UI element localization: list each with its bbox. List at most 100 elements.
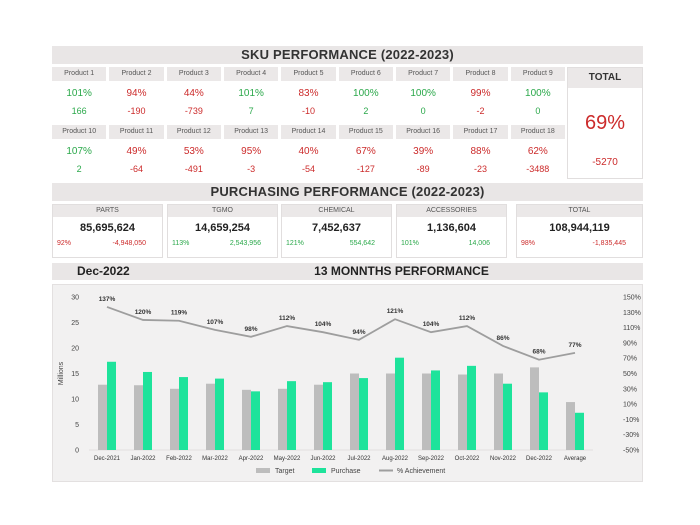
sku-total-label: TOTAL [568,68,642,88]
x-tick-label: Dec-2021 [94,456,121,462]
sku-product-name: Product 6 [338,67,393,81]
sku-product-name: Product 9 [510,67,565,81]
purchasing-category-card: PARTS 85,695,624 92% -4,948,050 [52,204,163,258]
purchase-bar [503,383,512,450]
sku-difference: -190 [127,106,146,116]
sku-achievement-pct: 67% [355,146,376,157]
target-bar [458,374,467,450]
sku-card: Product 10 107% 2 [52,125,107,179]
sku-achievement-pct: 100% [410,88,436,99]
purchase-bar [251,391,260,450]
purchasing-difference: 2,543,956 [229,240,261,247]
sku-card: Product 9 100% 0 [510,67,565,121]
sku-achievement-pct: 49% [126,146,147,157]
sku-card: Product 5 83% -10 [281,67,336,121]
y-tick-label: 30 [71,295,79,302]
sku-difference: -10 [301,106,315,116]
sku-card: Product 15 67% -127 [338,125,393,179]
y2-tick-label: 150% [623,295,641,302]
sku-grid: Product 1 101% 166 Product 2 94% -190 Product … [52,67,565,179]
sku-difference: -64 [129,164,143,174]
sku-card: Product 18 62% -3488 [510,125,565,179]
sku-card: Product 3 44% -739 [166,67,221,121]
sku-achievement-pct: 95% [241,146,262,157]
x-tick-label: Mar-2022 [202,456,228,462]
x-tick-label: Jul-2022 [347,456,371,462]
achievement-line [106,306,576,361]
purchasing-achievement-pct: 101% [401,240,419,247]
sku-card: Product 2 94% -190 [109,67,164,121]
purchase-bar [179,377,188,450]
target-bar [278,388,287,450]
purchase-bar [575,412,584,450]
y2-tick-label: 30% [623,386,637,393]
y2-tick-label: 70% [623,356,637,363]
achievement-data-label: 137% [99,296,116,303]
x-tick-label: Average [564,456,587,462]
sku-achievement-pct: 62% [527,146,548,157]
x-tick-label: Nov-2022 [490,456,517,462]
sku-achievement-pct: 101% [238,88,264,99]
sku-product-name: Product 2 [109,67,164,81]
purchasing-value: 85,695,624 [79,222,136,234]
x-tick-label: Jan-2022 [130,456,156,462]
legend-swatch-target [256,468,270,473]
purchasing-category-label: TGMO [168,205,277,217]
purchasing-total-card: TOTAL 108,944,119 98% -1,835,445 [516,204,643,258]
target-bar [350,373,359,450]
sku-total-diff: -5270 [592,157,618,168]
y2-tick-label: -30% [623,432,639,439]
purchasing-category-label: CHEMICAL [282,205,391,217]
sku-card: Product 4 101% 7 [223,67,279,121]
sku-difference: -127 [356,164,375,174]
sku-card: Product 13 95% -3 [223,125,279,179]
sku-card: Product 11 49% -64 [109,125,164,179]
sku-product-name: Product 13 [223,125,279,139]
purchasing-difference: 14,006 [468,240,490,247]
sku-product-name: Product 1 [52,67,107,81]
purchasing-achievement-pct: 113% [172,240,190,247]
purchasing-achievement-pct: 121% [286,240,304,247]
achievement-data-label: 98% [244,326,257,333]
sku-difference: 166 [71,106,87,116]
sku-achievement-pct: 100% [525,88,551,99]
chart-title-bar [52,263,643,280]
sku-total-card: TOTAL 69% -5270 [567,67,643,179]
chart-title: 13 MONNTHS PERFORMANCE [314,264,489,278]
target-bar [170,388,179,450]
sku-difference: -89 [416,164,430,174]
legend-swatch-purchase [312,468,326,473]
purchase-bar [539,392,548,450]
y2-tick-label: -10% [623,417,639,424]
sku-achievement-pct: 40% [298,146,319,157]
period-label: Dec-2022 [77,264,130,278]
sku-product-name: Product 15 [338,125,393,139]
sku-achievement-pct: 39% [413,146,434,157]
sku-product-name: Product 7 [395,67,451,81]
sku-product-name: Product 10 [52,125,107,139]
sku-difference: -3488 [526,164,550,174]
purchasing-difference: 554,642 [349,240,375,247]
x-tick-label: Apr-2022 [239,456,264,462]
y-tick-label: 20 [71,346,79,353]
purchase-bar [359,378,368,450]
sku-card: Product 1 101% 166 [52,67,107,121]
sku-total-pct: 69% [584,112,626,134]
target-bar [206,383,215,450]
achievement-data-label: 77% [568,342,581,349]
sku-achievement-pct: 107% [66,146,92,157]
purchase-bar [215,378,224,450]
y-axis-label: Millions [58,361,65,385]
target-bar [530,367,539,450]
purchase-bar [467,365,476,450]
y-tick-label: 10 [71,397,79,404]
sku-achievement-pct: 53% [183,146,204,157]
sku-achievement-pct: 94% [126,88,147,99]
target-bar [314,384,323,450]
purchasing-category-label: TOTAL [517,205,642,217]
legend-label-target: Target [275,468,295,475]
achievement-data-label: 112% [459,315,475,322]
sku-difference: -54 [301,164,315,174]
y2-tick-label: -50% [623,448,639,455]
sku-difference: 2 [363,106,369,116]
